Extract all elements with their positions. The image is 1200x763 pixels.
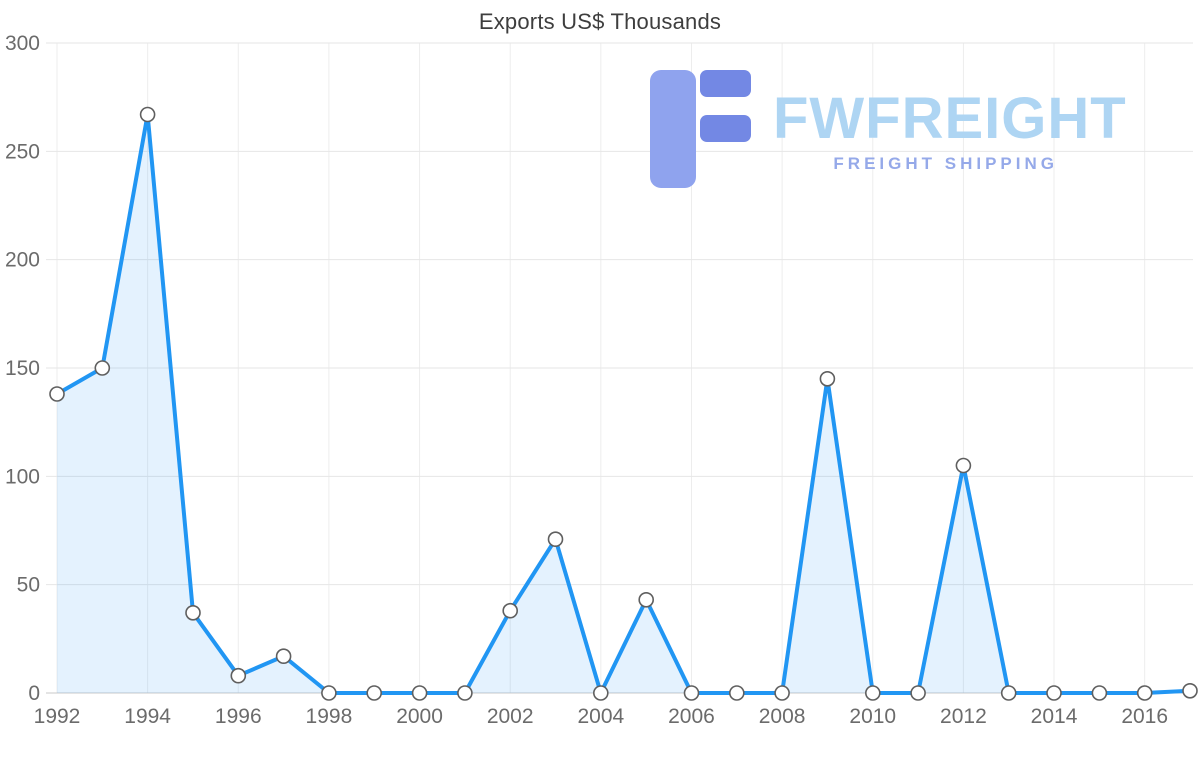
x-tick-label: 2006 [668,705,715,728]
data-point-2001[interactable] [457,685,473,701]
x-tick-label: 2010 [849,705,896,728]
data-point-2006[interactable] [683,685,700,701]
data-point-2007[interactable] [728,685,745,701]
series-line [55,112,1192,695]
y-tick-label: 300 [5,32,40,55]
data-point-2012[interactable] [955,457,972,474]
data-point-1998[interactable] [321,685,337,701]
y-tick-label: 200 [5,249,40,272]
data-point-2009[interactable] [819,370,836,387]
area-fill [57,114,1190,693]
data-point-2014[interactable] [1046,685,1062,701]
data-point-2003[interactable] [547,531,564,548]
data-point-1992[interactable] [49,386,65,402]
data-point-2000[interactable] [411,685,428,701]
data-point-2011[interactable] [910,685,926,701]
y-tick-label: 150 [5,357,40,380]
x-tick-label: 1996 [215,705,262,728]
y-tick-label: 50 [17,574,40,597]
data-point-2013[interactable] [1000,685,1017,701]
data-point-1999[interactable] [366,685,383,701]
data-point-2017[interactable] [1182,682,1198,699]
data-point-2016[interactable] [1136,685,1153,701]
x-tick-label: 1992 [34,705,81,728]
data-point-1996[interactable] [230,667,247,684]
x-tick-label: 2016 [1121,705,1168,728]
x-tick-label: 2012 [940,705,987,728]
x-tick-label: 1994 [124,705,171,728]
x-tick-label: 2004 [577,705,624,728]
data-point-2005[interactable] [638,591,655,608]
x-tick-label: 2000 [396,705,443,728]
data-point-1995[interactable] [185,604,201,621]
data-point-2002[interactable] [502,602,519,619]
x-tick-label: 1998 [306,705,353,728]
data-point-2010[interactable] [864,685,881,701]
data-point-2008[interactable] [774,685,790,701]
data-point-1994[interactable] [139,106,156,123]
data-point-2004[interactable] [592,685,609,701]
data-point-2015[interactable] [1091,685,1108,701]
y-tick-label: 100 [5,465,40,488]
x-tick-label: 2014 [1031,705,1078,728]
x-tick-label: 2008 [759,705,806,728]
y-tick-label: 0 [28,682,40,705]
y-tick-label: 250 [5,140,40,163]
data-point-1997[interactable] [275,648,292,665]
x-tick-label: 2002 [487,705,534,728]
chart-title: Exports US$ Thousands [478,9,722,34]
data-point-1993[interactable] [94,360,111,376]
